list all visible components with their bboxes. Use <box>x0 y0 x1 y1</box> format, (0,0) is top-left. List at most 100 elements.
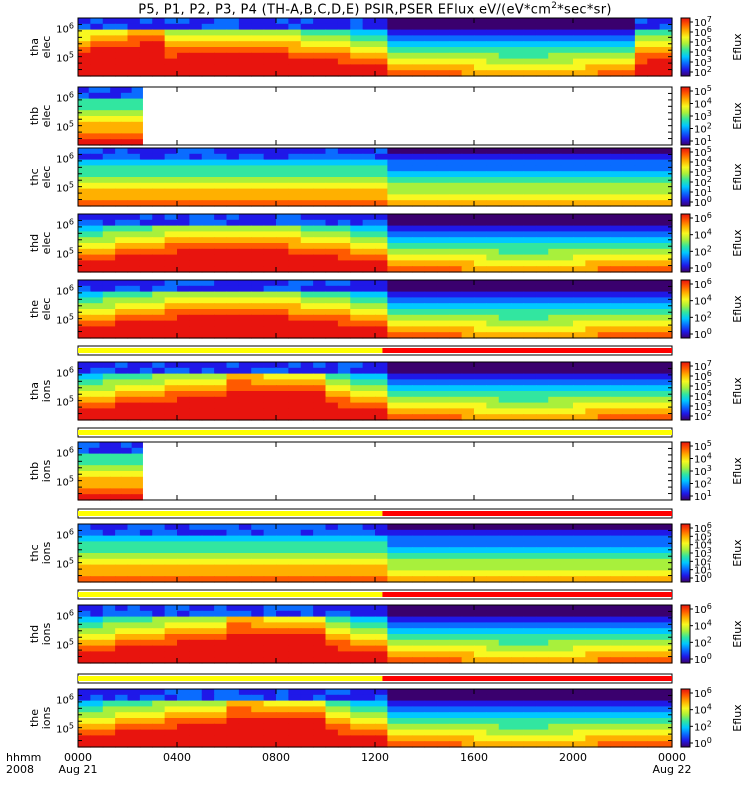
heatmap-cell <box>474 291 487 298</box>
heatmap-cell <box>622 723 636 731</box>
heatmap-cell <box>622 718 636 725</box>
heatmap-cell <box>523 35 537 42</box>
state-bar-yellow-segment <box>78 592 383 597</box>
heatmap-cell <box>634 570 648 577</box>
heatmap-cell <box>276 200 289 207</box>
heatmap-cell <box>226 373 240 380</box>
heatmap-cell <box>102 564 116 571</box>
heatmap-cell <box>325 225 339 232</box>
heatmap-cell <box>597 41 611 48</box>
heatmap-cell <box>399 689 413 696</box>
heatmap-cell <box>300 610 314 618</box>
heatmap-cell <box>288 326 302 333</box>
heatmap-cell <box>102 605 116 612</box>
heatmap-cell <box>337 385 351 392</box>
heatmap-cell <box>585 231 599 238</box>
heatmap-cell <box>152 171 166 178</box>
heatmap-cell <box>88 465 101 472</box>
heatmap-cell <box>424 558 438 566</box>
heatmap-cell <box>350 634 364 641</box>
heatmap-cell <box>251 148 265 155</box>
heatmap-cell <box>214 628 228 635</box>
heatmap-cell <box>300 200 314 207</box>
heatmap-cell <box>238 610 252 618</box>
heatmap-cell <box>251 29 265 36</box>
heatmap-cell <box>139 391 153 398</box>
heatmap-cell <box>486 535 500 542</box>
heatmap-cell <box>325 718 339 725</box>
heatmap-cell <box>362 712 376 719</box>
heatmap-cell <box>474 23 487 31</box>
heatmap-cell <box>350 741 364 748</box>
heatmap-cell <box>189 188 203 195</box>
heatmap-cell <box>622 70 636 77</box>
heatmap-cell <box>127 18 141 25</box>
heatmap-cell <box>597 297 611 304</box>
heatmap-cell <box>597 182 611 190</box>
heatmap-cell <box>573 332 586 339</box>
heatmap-cell <box>110 98 122 105</box>
heatmap-cell <box>560 718 574 725</box>
heatmap-cell <box>560 558 574 566</box>
heatmap-cell <box>498 303 512 310</box>
heatmap-cell <box>276 396 289 404</box>
heatmap-cell <box>164 280 178 287</box>
heatmap-cell <box>88 471 101 478</box>
heatmap-cell <box>313 385 327 392</box>
heatmap-cell <box>511 29 525 36</box>
heatmap-cell <box>189 645 203 652</box>
panel-label-probe: thd <box>28 234 41 252</box>
heatmap-cell <box>201 529 215 537</box>
heatmap-cell <box>597 553 611 560</box>
heatmap-cell <box>622 541 636 548</box>
heatmap-cell <box>362 260 376 267</box>
heatmap-cell <box>498 285 512 293</box>
panel-label-probe: tha <box>28 382 41 400</box>
heatmap-cell <box>288 148 302 155</box>
heatmap-cell <box>325 332 339 339</box>
heatmap-cell <box>474 741 487 748</box>
heatmap-cell <box>263 718 277 725</box>
heatmap-cell <box>560 576 574 583</box>
heatmap-cell <box>412 645 426 652</box>
heatmap-cell <box>350 385 364 392</box>
heatmap-cell <box>523 243 537 250</box>
heatmap-cell <box>214 194 228 201</box>
heatmap-cell <box>139 712 153 719</box>
heatmap-cell <box>201 712 215 719</box>
heatmap-cell <box>573 58 586 65</box>
heatmap-cell <box>498 639 512 647</box>
heatmap-cell <box>535 541 549 548</box>
heatmap-cell <box>449 320 463 327</box>
heatmap-cell <box>412 266 426 273</box>
heatmap-cell <box>424 718 438 725</box>
heatmap-cell <box>634 314 648 322</box>
heatmap-cell <box>659 182 673 190</box>
heatmap-cell <box>560 605 574 612</box>
heatmap-cell <box>201 237 215 244</box>
heatmap-cell <box>535 182 549 190</box>
heatmap-cell <box>375 634 388 641</box>
heatmap-cell <box>90 524 104 531</box>
heatmap-cell <box>461 64 475 71</box>
heatmap-cell <box>164 165 178 172</box>
heatmap-cell <box>573 367 586 375</box>
heatmap-cell <box>424 547 438 554</box>
heatmap-cell <box>449 248 463 256</box>
heatmap-cell <box>238 171 252 178</box>
heatmap-cell <box>610 616 624 623</box>
heatmap-cell <box>152 712 166 719</box>
heatmap-cell <box>102 541 116 548</box>
heatmap-cell <box>88 92 101 100</box>
heatmap-cell <box>337 219 351 227</box>
heatmap-cell <box>436 182 450 190</box>
heatmap-cell <box>424 47 438 54</box>
heatmap-cell <box>251 547 265 554</box>
heatmap-cell <box>90 700 104 707</box>
heatmap-cell <box>412 391 426 398</box>
heatmap-cell <box>177 553 190 560</box>
heatmap-cell <box>164 58 178 65</box>
heatmap-cell <box>177 628 190 635</box>
heatmap-cell <box>300 706 314 713</box>
heatmap-cell <box>560 177 574 184</box>
